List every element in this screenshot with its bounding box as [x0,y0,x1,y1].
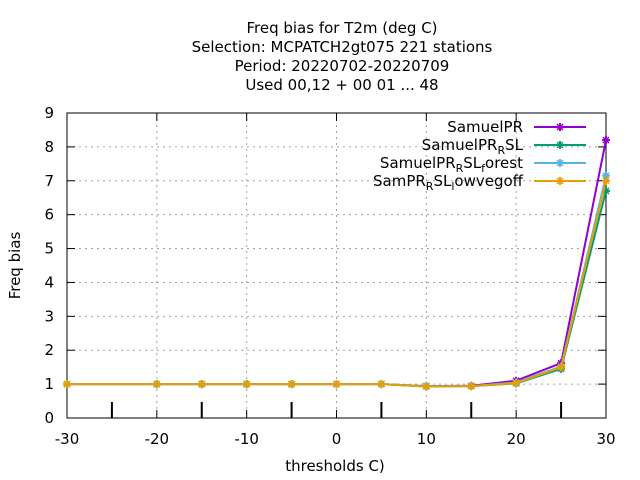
x-tick-labels: -30 -20 -10 0 10 20 30 [55,430,616,448]
series-3 [63,176,610,391]
data-point [242,380,251,389]
y-tick-label: 3 [44,307,54,325]
data-point [332,380,341,389]
x-tick-label: -10 [234,430,259,448]
legend-marker [556,123,564,131]
data-point [377,380,386,389]
y-tick-label: 5 [44,240,54,258]
x-axis-label: thresholds C) [285,457,385,475]
legend: SamuelPRSamuelPRRSLSamuelPRRSLforestSamP… [373,118,586,193]
data-point [557,363,566,372]
y-tick-labels: 0 1 2 3 4 5 6 7 8 9 [44,104,54,427]
legend-item: SamuelPR [447,118,586,136]
data-point [63,380,71,389]
x-tick-label: 0 [332,430,342,448]
data-point [602,176,610,185]
chart-title: Freq bias for T2m (deg C)Selection: MCPA… [192,19,493,94]
legend-item: SamuelPRRSLforest [380,154,586,175]
legend-label: SamuelPR [447,118,523,136]
y-tick-label: 0 [44,409,54,427]
title-line: Period: 20220702-20220709 [235,57,450,75]
legend-label: SamuelPRRSL [422,136,524,157]
data-point [512,379,521,388]
legend-marker [556,141,564,149]
y-axis-label: Freq bias [6,232,24,300]
data-point [422,382,431,391]
series [63,136,610,391]
data-point [197,380,206,389]
data-point [287,380,296,389]
legend-label: SamuelPRRSLforest [380,154,523,175]
x-tick-label: 10 [417,430,436,448]
y-tick-label: 9 [44,104,54,122]
data-point [467,382,476,391]
y-tick-label: 1 [44,375,54,393]
y-tick-label: 6 [44,206,54,224]
legend-marker [556,177,564,185]
y-tick-label: 2 [44,341,54,359]
legend-label: SamPRRSLlowvegoff [373,172,524,193]
y-tick-label: 7 [44,172,54,190]
data-point [602,136,610,145]
x-tick-label: 30 [596,430,615,448]
x-tick-label: 20 [507,430,526,448]
series-line [67,180,607,388]
legend-item: SamPRRSLlowvegoff [373,172,586,193]
title-line: Freq bias for T2m (deg C) [246,19,437,37]
grid [67,113,606,418]
x-tick-label: -20 [145,430,170,448]
data-point [152,380,161,389]
title-line: Selection: MCPATCH2gt075 221 stations [192,38,493,56]
legend-marker [556,159,564,167]
y-tick-label: 8 [44,138,54,156]
y-tick-label: 4 [44,273,54,291]
title-line: Used 00,12 + 00 01 ... 48 [245,76,438,94]
axis-ticks [66,112,607,419]
legend-item: SamuelPRRSL [422,136,586,157]
x-tick-label: -30 [55,430,80,448]
